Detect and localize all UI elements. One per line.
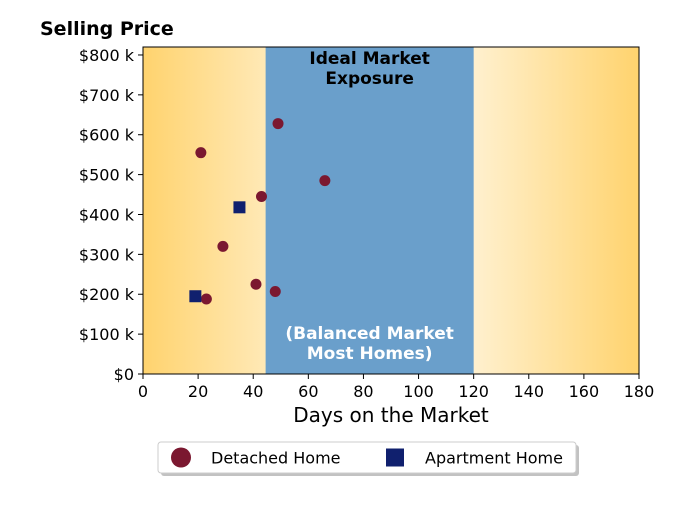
x-tick-label: 80 bbox=[353, 382, 373, 401]
x-tick-label: 140 bbox=[514, 382, 545, 401]
band-bottom-label-line-2: Most Homes) bbox=[307, 344, 433, 364]
x-tick-label: 60 bbox=[298, 382, 318, 401]
plot-frame bbox=[142, 46, 640, 375]
detached-home-point bbox=[200, 293, 212, 305]
x-axis: 0 20 40 60 80 100 120 140 160 180 bbox=[138, 374, 654, 401]
y-axis-title: Selling Price bbox=[40, 18, 174, 40]
detached-home-point bbox=[217, 240, 229, 252]
detached-home-point bbox=[272, 118, 284, 130]
legend-label-detached-home: Detached Home bbox=[211, 449, 341, 468]
detached-home-point bbox=[250, 278, 262, 290]
apartment-home-point bbox=[189, 290, 202, 303]
y-tick-label: $600 k bbox=[79, 126, 135, 145]
legend-marker-apartment-home bbox=[386, 448, 404, 467]
legend: Detached Home Apartment Home bbox=[157, 441, 579, 476]
x-tick-label: 180 bbox=[624, 382, 655, 401]
band-top-label-line-2: Exposure bbox=[325, 69, 414, 89]
detached-home-point bbox=[255, 191, 267, 203]
legend-box bbox=[157, 441, 577, 474]
detached-home-point bbox=[269, 285, 281, 297]
x-tick-label: 160 bbox=[569, 382, 600, 401]
legend-marker-detached-home bbox=[171, 447, 191, 468]
y-tick-label: $300 k bbox=[79, 245, 135, 264]
y-tick-label: $0 bbox=[114, 365, 134, 384]
x-tick-label: 120 bbox=[458, 382, 489, 401]
legend-label-apartment-home: Apartment Home bbox=[425, 449, 563, 468]
x-axis-title: Days on the Market bbox=[293, 403, 489, 427]
balanced-market-band bbox=[265, 47, 474, 374]
y-tick-label: $800 k bbox=[79, 46, 135, 65]
y-axis: $0 $100 k $200 k $300 k $400 k $500 k $600 k $7… bbox=[79, 46, 143, 384]
band-top-label: Ideal Market Exposure bbox=[309, 49, 430, 89]
apartment-home-point bbox=[233, 201, 246, 214]
y-tick-label: $200 k bbox=[79, 285, 135, 304]
x-tick-label: 0 bbox=[138, 382, 148, 401]
data-points bbox=[189, 118, 331, 305]
band-bottom-label: (Balanced Market Most Homes) bbox=[285, 324, 454, 364]
y-tick-label: $700 k bbox=[79, 86, 135, 105]
x-tick-label: 20 bbox=[188, 382, 208, 401]
x-tick-label: 100 bbox=[403, 382, 434, 401]
detached-home-point bbox=[195, 147, 207, 159]
detached-home-point bbox=[319, 175, 331, 187]
band-bottom-label-line-1: (Balanced Market bbox=[285, 324, 454, 344]
y-tick-label: $500 k bbox=[79, 166, 135, 185]
y-tick-label: $400 k bbox=[79, 205, 135, 224]
band-top-label-line-1: Ideal Market bbox=[309, 49, 430, 69]
x-tick-label: 40 bbox=[243, 382, 263, 401]
y-tick-label: $100 k bbox=[79, 325, 135, 344]
